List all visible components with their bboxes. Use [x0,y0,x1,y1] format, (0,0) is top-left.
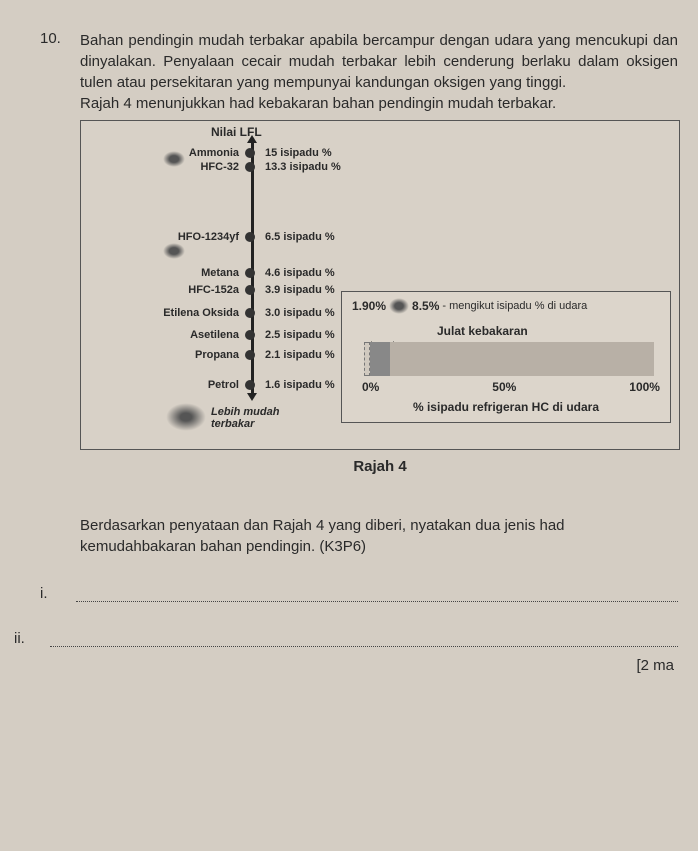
item-label: HFO-1234yf [159,231,239,243]
answer-i-label: i. [40,585,76,602]
item-value: 1.6 isipadu % [265,379,335,391]
figure-caption: Rajah 4 [80,458,680,475]
dot-icon [245,380,255,390]
lfl-item: Ammonia 15 isipadu % [159,147,332,159]
axis-arrow-down-icon [247,393,257,401]
item-value: 13.3 isipadu % [265,161,341,173]
answer-ii-blank[interactable] [50,633,678,647]
range-icon [389,298,409,314]
lfl-item: Etilena Oksida 3.0 isipadu % [159,307,335,319]
range-hi: 8.5% [412,299,439,313]
instruction-text: Berdasarkan penyataan dan Rajah 4 yang d… [80,515,678,557]
question-text-2: Rajah 4 menunjukkan had kebakaran bahan … [80,93,678,114]
lfl-item: HFC-32 13.3 isipadu % [159,161,341,173]
range-bar-edge [364,342,370,376]
range-scale: 0% 50% 100% [362,380,660,394]
lfl-item: HFC-152a 3.9 isipadu % [159,284,335,296]
bottom-label: Lebih mudah terbakar [211,406,279,430]
range-xlabel: % isipadu refrigeran HC di udara [342,400,670,414]
lfl-item: Metana 4.6 isipadu % [159,267,335,279]
marks-label: [2 ma [40,657,678,674]
lfl-item: HFO-1234yf 6.5 isipadu % [159,231,335,243]
item-value: 2.5 isipadu % [265,329,335,341]
item-value: 4.6 isipadu % [265,267,335,279]
item-value: 15 isipadu % [265,147,332,159]
flame-icon [166,403,206,431]
dot-icon [245,330,255,340]
item-label: HFC-32 [159,161,239,173]
item-label: HFC-152a [159,284,239,296]
lfl-item: Asetilena 2.5 isipadu % [159,329,335,341]
item-label: Asetilena [159,329,239,341]
lfl-item: Propana 2.1 isipadu % [159,349,335,361]
question-number: 10. [40,30,70,114]
item-value: 6.5 isipadu % [265,231,335,243]
item-label: Metana [159,267,239,279]
lfl-item: Petrol 1.6 isipadu % [159,379,335,391]
dot-icon [245,285,255,295]
range-panel: 1.90% 8.5% - mengikut isipadu % di udara… [341,291,671,423]
dot-icon [245,268,255,278]
item-value: 3.0 isipadu % [265,307,335,319]
question-text-1: Bahan pendingin mudah terbakar apabila b… [80,30,678,93]
item-value: 2.1 isipadu % [265,349,335,361]
item-label: Ammonia [159,147,239,159]
range-lo: 1.90% [352,299,386,313]
item-label: Petrol [159,379,239,391]
figure-4: Nilai LFL Ammonia15 isipadu %HFC-3213.3 … [80,120,680,450]
answer-i-blank[interactable] [76,588,678,602]
dot-icon [245,148,255,158]
item-label: Etilena Oksida [159,307,239,319]
range-mid-label: Julat kebakaran [437,324,528,338]
hfo-icon [163,243,185,259]
answer-ii-label: ii. [14,630,50,647]
dot-icon [245,308,255,318]
range-hi-suffix: - mengikut isipadu % di udara [442,300,587,312]
dot-icon [245,162,255,172]
dot-icon [245,350,255,360]
range-bar-bg [364,342,654,376]
item-value: 3.9 isipadu % [265,284,335,296]
item-label: Propana [159,349,239,361]
dot-icon [245,232,255,242]
